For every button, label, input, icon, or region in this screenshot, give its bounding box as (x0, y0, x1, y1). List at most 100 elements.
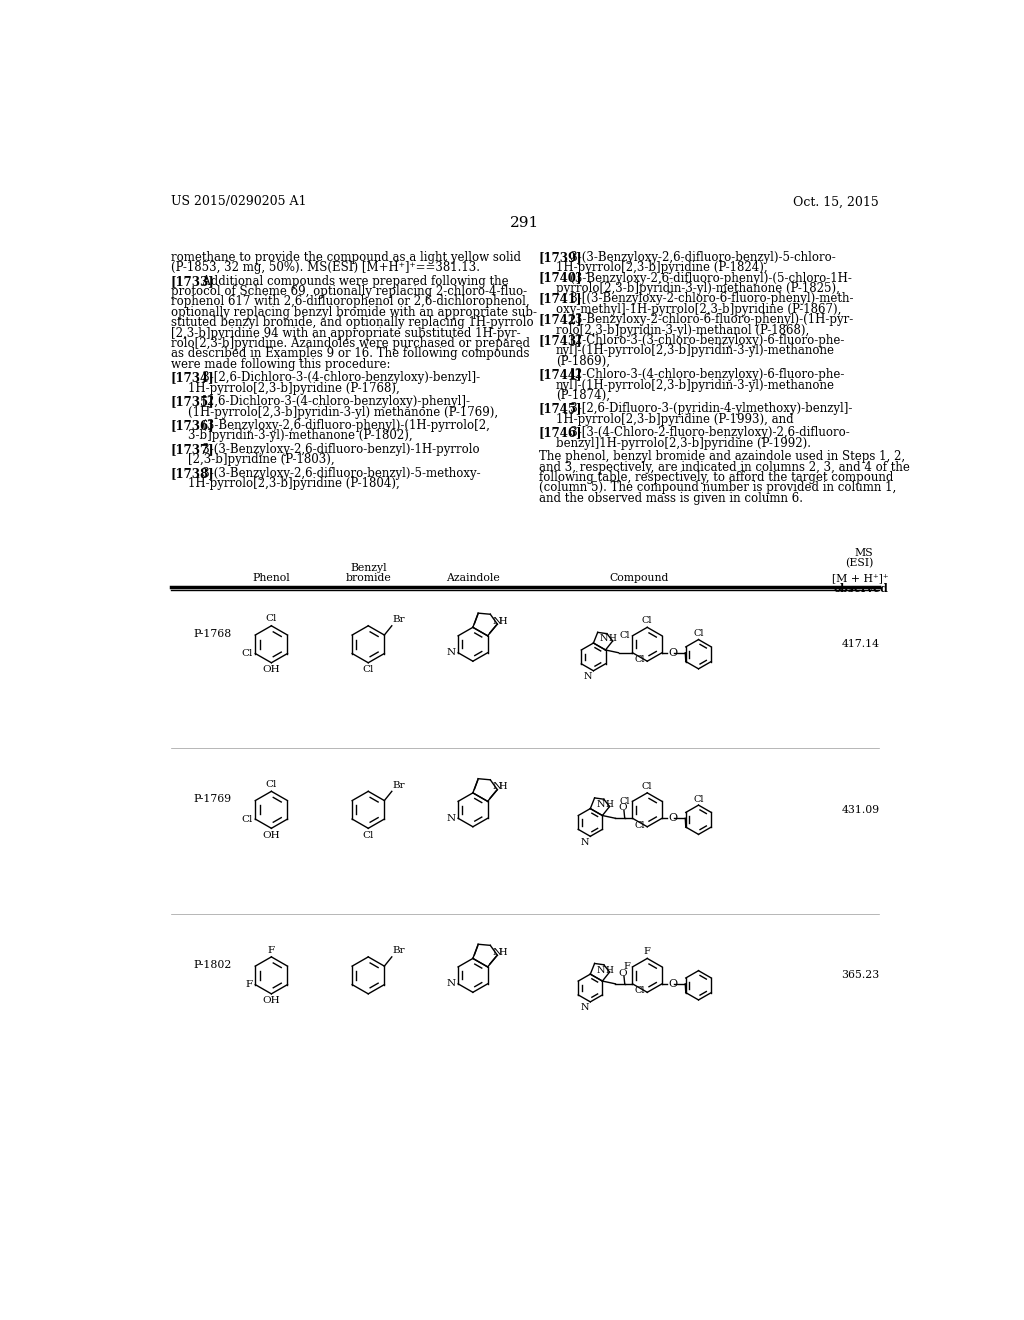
Text: stituted benzyl bromide, and optionally replacing 1H-pyrrolo: stituted benzyl bromide, and optionally … (171, 317, 534, 329)
Text: optionally replacing benzyl bromide with an appropriate sub-: optionally replacing benzyl bromide with… (171, 306, 537, 319)
Text: N: N (446, 648, 456, 657)
Text: [2-Chloro-3-(3-chloro-benzyloxy)-6-fluoro-phe-: [2-Chloro-3-(3-chloro-benzyloxy)-6-fluor… (559, 334, 845, 347)
Text: [1743]: [1743] (539, 334, 583, 347)
Text: [1740]: [1740] (539, 272, 583, 285)
Text: N: N (493, 948, 502, 957)
Text: and the observed mass is given in column 6.: and the observed mass is given in column… (539, 492, 803, 504)
Text: Cl: Cl (265, 615, 278, 623)
Text: rophenol 617 with 2,6-difluorophenol or 2,6-dichlorophenol,: rophenol 617 with 2,6-difluorophenol or … (171, 296, 529, 309)
Text: pyrrolo[2,3-b]pyridin-3-yl)-methanone (P-1825),: pyrrolo[2,3-b]pyridin-3-yl)-methanone (P… (556, 282, 840, 294)
Text: Azaindole: Azaindole (446, 573, 500, 583)
Text: (P-1874),: (P-1874), (556, 389, 610, 403)
Text: N: N (599, 635, 607, 643)
Text: Additional compounds were prepared following the: Additional compounds were prepared follo… (191, 275, 509, 288)
Text: Cl: Cl (620, 797, 630, 805)
Text: H: H (499, 783, 508, 791)
Text: Cl: Cl (642, 616, 652, 626)
Text: Cl: Cl (693, 630, 703, 638)
Text: Cl: Cl (620, 631, 630, 640)
Text: [1735]: [1735] (171, 395, 214, 408)
Text: and 3, respectively, are indicated in columns 2, 3, and 4 of the: and 3, respectively, are indicated in co… (539, 461, 909, 474)
Text: N: N (446, 979, 456, 989)
Text: [2,3-b]pyridine (P-1803),: [2,3-b]pyridine (P-1803), (187, 453, 334, 466)
Text: N: N (581, 1003, 589, 1012)
Text: O: O (669, 813, 677, 824)
Text: 3-b]pyridin-3-yl)-methanone (P-1802),: 3-b]pyridin-3-yl)-methanone (P-1802), (187, 429, 413, 442)
Text: N: N (581, 838, 589, 847)
Text: H: H (499, 948, 508, 957)
Text: (column 5). The compound number is provided in column 1,: (column 5). The compound number is provi… (539, 482, 896, 495)
Text: [1733]: [1733] (171, 275, 214, 288)
Text: 431.09: 431.09 (842, 805, 880, 814)
Text: P-1769: P-1769 (194, 795, 232, 804)
Text: nyl]-(1H-pyrrolo[2,3-b]pyridin-3-yl)-methanone: nyl]-(1H-pyrrolo[2,3-b]pyridin-3-yl)-met… (556, 345, 835, 358)
Text: [1742]: [1742] (539, 313, 583, 326)
Text: N: N (596, 965, 604, 974)
Text: [2-Chloro-3-(4-chloro-benzyloxy)-6-fluoro-phe-: [2-Chloro-3-(4-chloro-benzyloxy)-6-fluor… (559, 368, 845, 381)
Text: Benzyl: Benzyl (350, 564, 387, 573)
Text: 3-[2,6-Dichloro-3-(4-chloro-benzyloxy)-benzyl]-: 3-[2,6-Dichloro-3-(4-chloro-benzyloxy)-b… (191, 371, 480, 384)
Text: protocol of Scheme 69, optionally replacing 2-chloro-4-fluo-: protocol of Scheme 69, optionally replac… (171, 285, 526, 298)
Text: nyl]-(1H-pyrrolo[2,3-b]pyridin-3-yl)-methanone: nyl]-(1H-pyrrolo[2,3-b]pyridin-3-yl)-met… (556, 379, 835, 392)
Text: oxy-methyl]-1H-pyrrolo[2,3-b]pyridine (P-1867),: oxy-methyl]-1H-pyrrolo[2,3-b]pyridine (P… (556, 302, 841, 315)
Text: Cl: Cl (362, 665, 374, 675)
Text: F: F (644, 948, 650, 956)
Text: F: F (624, 962, 630, 972)
Text: OH: OH (262, 830, 281, 840)
Text: US 2015/0290205 A1: US 2015/0290205 A1 (171, 195, 306, 209)
Text: 3-(3-Benzyloxy-2,6-difluoro-benzyl)-5-chloro-: 3-(3-Benzyloxy-2,6-difluoro-benzyl)-5-ch… (559, 251, 836, 264)
Text: 1H-pyrrolo[2,3-b]pyridine (P-1804),: 1H-pyrrolo[2,3-b]pyridine (P-1804), (187, 478, 399, 490)
Text: Br: Br (392, 615, 406, 624)
Text: P-1768: P-1768 (194, 628, 232, 639)
Text: N: N (446, 814, 456, 822)
Text: Oct. 15, 2015: Oct. 15, 2015 (794, 195, 879, 209)
Text: observed: observed (833, 583, 888, 594)
Text: H: H (499, 616, 508, 626)
Text: [1737]: [1737] (171, 444, 214, 455)
Text: rolo[2,3-b]pyridin-3-yl)-methanol (P-1868),: rolo[2,3-b]pyridin-3-yl)-methanol (P-186… (556, 323, 809, 337)
Text: Cl: Cl (642, 781, 652, 791)
Text: [M + H⁺]⁺: [M + H⁺]⁺ (833, 573, 889, 583)
Text: 1H-pyrrolo[2,3-b]pyridine (P-1824),: 1H-pyrrolo[2,3-b]pyridine (P-1824), (556, 261, 767, 275)
Text: H: H (608, 635, 616, 643)
Text: 365.23: 365.23 (842, 970, 880, 981)
Text: were made following this procedure:: were made following this procedure: (171, 358, 390, 371)
Text: N: N (493, 783, 502, 791)
Text: [2,3-b]pyridine 94 with an appropriate substituted 1H-pyr-: [2,3-b]pyridine 94 with an appropriate s… (171, 326, 520, 339)
Text: [1739]: [1739] (539, 251, 583, 264)
Text: O: O (669, 648, 677, 657)
Text: Cl: Cl (265, 780, 278, 789)
Text: Cl: Cl (242, 649, 253, 657)
Text: Br: Br (392, 946, 406, 956)
Text: romethane to provide the compound as a light yellow solid: romethane to provide the compound as a l… (171, 251, 520, 264)
Text: O: O (669, 979, 677, 989)
Text: [1734]: [1734] (171, 371, 214, 384)
Text: [1745]: [1745] (539, 403, 583, 416)
Text: F: F (268, 945, 274, 954)
Text: 3-[3-(4-Chloro-2-fluoro-benzyloxy)-2,6-difluoro-: 3-[3-(4-Chloro-2-fluoro-benzyloxy)-2,6-d… (559, 426, 850, 440)
Text: 3-[(3-Benzyloxy-2-chloro-6-fluoro-phenyl)-meth-: 3-[(3-Benzyloxy-2-chloro-6-fluoro-phenyl… (559, 293, 854, 305)
Text: Cl: Cl (693, 795, 703, 804)
Text: 291: 291 (510, 216, 540, 230)
Text: bromide: bromide (345, 573, 391, 583)
Text: 3-(3-Benzyloxy-2,6-difluoro-benzyl)-5-methoxy-: 3-(3-Benzyloxy-2,6-difluoro-benzyl)-5-me… (191, 467, 481, 479)
Text: Cl: Cl (634, 655, 644, 664)
Text: [1744]: [1744] (539, 368, 583, 381)
Text: [2,6-Dichloro-3-(4-chloro-benzyloxy)-phenyl]-: [2,6-Dichloro-3-(4-chloro-benzyloxy)-phe… (191, 395, 470, 408)
Text: rolo[2,3-b]pyridine. Azaindoles were purchased or prepared: rolo[2,3-b]pyridine. Azaindoles were pur… (171, 337, 529, 350)
Text: The phenol, benzyl bromide and azaindole used in Steps 1, 2,: The phenol, benzyl bromide and azaindole… (539, 450, 905, 463)
Text: OH: OH (262, 665, 281, 675)
Text: (ESI): (ESI) (845, 558, 873, 569)
Text: 3-[2,6-Difluoro-3-(pyridin-4-ylmethoxy)-benzyl]-: 3-[2,6-Difluoro-3-(pyridin-4-ylmethoxy)-… (559, 403, 853, 416)
Text: Cl: Cl (634, 821, 644, 829)
Text: OH: OH (262, 997, 281, 1005)
Text: H: H (605, 965, 613, 974)
Text: Phenol: Phenol (253, 573, 290, 583)
Text: N: N (596, 800, 604, 809)
Text: (P-1853, 32 mg, 50%). MS(ESI) [M+H⁺]⁺==381.13.: (P-1853, 32 mg, 50%). MS(ESI) [M+H⁺]⁺==3… (171, 261, 479, 275)
Text: O: O (618, 803, 627, 812)
Text: (3-Benzyloxy-2-chloro-6-fluoro-phenyl)-(1H-pyr-: (3-Benzyloxy-2-chloro-6-fluoro-phenyl)-(… (559, 313, 854, 326)
Text: MS: MS (855, 548, 873, 558)
Text: 3-(3-Benzyloxy-2,6-difluoro-benzyl)-1H-pyrrolo: 3-(3-Benzyloxy-2,6-difluoro-benzyl)-1H-p… (191, 444, 480, 455)
Text: P-1802: P-1802 (194, 960, 232, 970)
